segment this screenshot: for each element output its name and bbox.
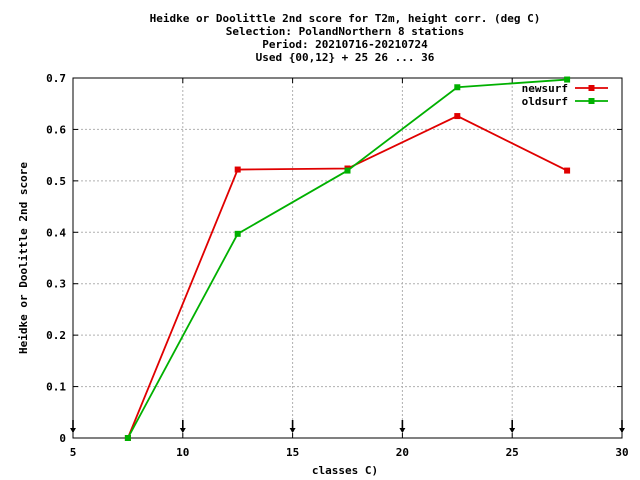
- bottom-marker-head: [619, 428, 625, 433]
- tick-labels: 5 10 15 20 25 30 0 0.1 0.2 0.3 0.4 0.5 0.6 0.7: [46, 72, 629, 459]
- x-tick-label: 30: [615, 446, 628, 459]
- x-tick-label: 5: [70, 446, 77, 459]
- series-line-oldsurf: [127, 78, 568, 439]
- y-tick-label: 0.6: [46, 123, 66, 136]
- axes: [70, 77, 625, 439]
- y-tick-label: 0.5: [46, 175, 66, 188]
- y-tick-label: 0.3: [46, 278, 66, 291]
- x-tick-label: 15: [286, 446, 299, 459]
- series-lines: [124, 76, 571, 441]
- data-point-oldsurf: [344, 167, 351, 174]
- data-point-newsurf: [234, 166, 241, 173]
- y-tick-label: 0.4: [46, 226, 66, 239]
- y-axis-label: Heidke or Doolittle 2nd score: [17, 162, 30, 354]
- legend-label-newsurf: newsurf: [522, 82, 568, 95]
- y-tick-label: 0.1: [46, 381, 66, 394]
- y-tick-label: 0.7: [46, 72, 66, 85]
- y-tick-label: 0: [59, 432, 66, 445]
- data-point-newsurf: [564, 167, 571, 174]
- x-axis-label: classes C): [312, 464, 378, 477]
- legend-marker-newsurf: [588, 85, 595, 91]
- data-point-oldsurf: [234, 230, 241, 237]
- bottom-marker-head: [509, 428, 516, 433]
- data-point-oldsurf: [564, 76, 571, 83]
- y-tick-label: 0.2: [46, 329, 66, 342]
- plot-border: [72, 77, 623, 439]
- chart-period-line: Period: 20210716-20210724: [262, 38, 428, 51]
- bottom-marker-head: [179, 428, 186, 433]
- chart-title: Heidke or Doolittle 2nd score for T2m, h…: [150, 12, 541, 64]
- grid: [73, 78, 622, 438]
- chart-title-line: Heidke or Doolittle 2nd score for T2m, h…: [150, 12, 541, 25]
- x-tick-label: 25: [506, 446, 519, 459]
- bottom-marker-head: [289, 428, 296, 433]
- bottom-marker-head: [399, 428, 406, 433]
- chart-selection-line: Selection: PolandNorthern 8 stations: [226, 25, 464, 38]
- data-point-oldsurf: [454, 84, 461, 91]
- legend-label-oldsurf: oldsurf: [522, 95, 568, 108]
- x-tick-label: 10: [176, 446, 189, 459]
- chart-used-line: Used {00,12} + 25 26 ... 36: [256, 51, 435, 64]
- data-point-oldsurf: [124, 435, 131, 441]
- x-tick-label: 20: [396, 446, 409, 459]
- legend-marker-oldsurf: [588, 98, 595, 104]
- data-point-newsurf: [454, 113, 461, 120]
- series-line-newsurf: [127, 115, 568, 439]
- bottom-marker-head: [70, 428, 76, 433]
